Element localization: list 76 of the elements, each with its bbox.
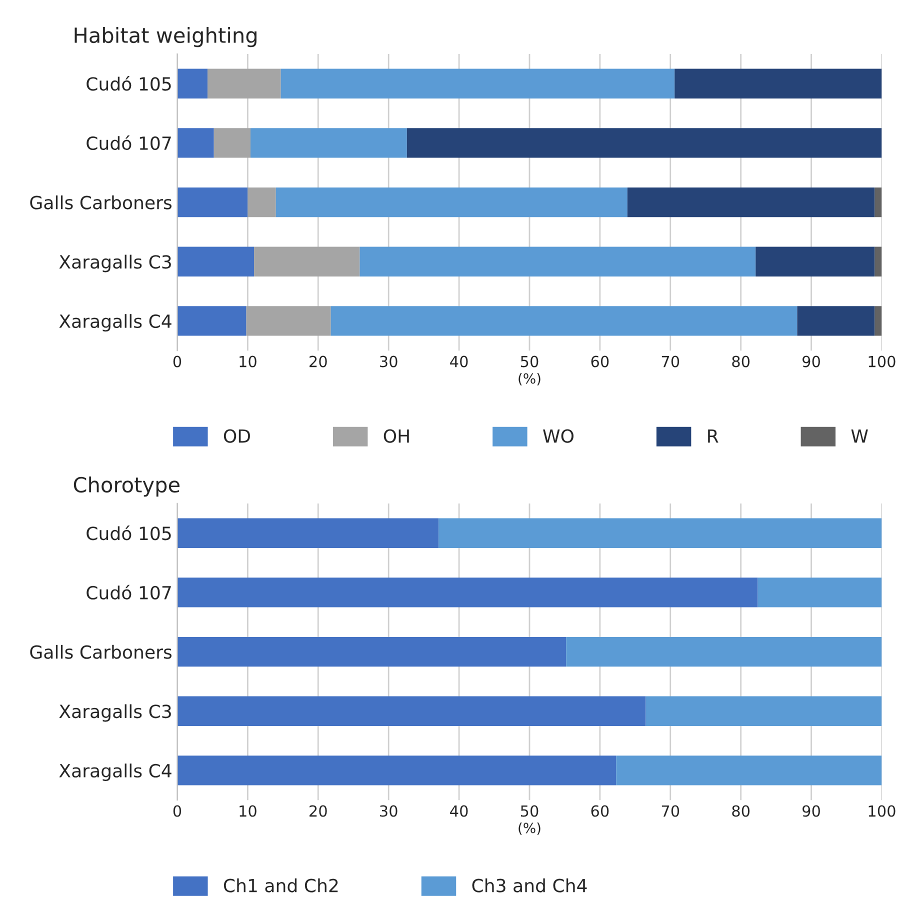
bar (177, 636, 566, 667)
chart-title: Habitat weighting (74, 26, 256, 48)
x-tick-label: 100 (868, 356, 896, 368)
x-tick-label: 70 (662, 805, 680, 817)
y-tick-label: Xaragalls C3 (59, 704, 171, 722)
y-tick-label: Xaragalls C3 (59, 254, 171, 272)
bar (246, 306, 331, 336)
x-tick-label: 90 (802, 356, 820, 368)
chart-title: Chorotype (74, 476, 180, 497)
bar (627, 187, 875, 218)
x-tick-label: 20 (310, 805, 327, 817)
bar (177, 578, 758, 608)
bar (874, 187, 882, 218)
bar (874, 246, 882, 276)
bar (177, 306, 246, 336)
bar (177, 246, 254, 276)
bar (177, 187, 248, 218)
x-tick-label: 20 (310, 356, 327, 368)
legend-label: OD (224, 429, 250, 443)
legend-label: WO (543, 429, 574, 443)
x-tick-label: 100 (868, 805, 896, 817)
x-tick-label: 10 (240, 356, 256, 368)
bar (646, 696, 882, 726)
x-tick-label: 80 (732, 805, 750, 817)
bar (177, 696, 646, 726)
bar (758, 578, 882, 608)
x-tick-label: 50 (520, 356, 538, 368)
x-tick-label: 90 (802, 805, 820, 817)
bar (250, 128, 407, 158)
x-tick-label: 0 (173, 805, 182, 817)
y-tick-label: Cudó 107 (86, 135, 171, 150)
bar (276, 187, 628, 218)
x-tick-label: 70 (662, 356, 680, 368)
bar (208, 68, 281, 98)
x-tick-label: 60 (591, 805, 609, 817)
x-tick-label: 0 (173, 356, 182, 368)
y-tick-label: Xaragalls C4 (59, 314, 172, 332)
x-tick-label: 60 (591, 356, 609, 368)
y-tick-label: Galls Carboners (30, 195, 172, 210)
legend-label: Ch1 and Ch2 (224, 878, 338, 892)
bar (406, 128, 882, 158)
y-tick-label: Galls Carboners (30, 644, 172, 659)
bar (797, 306, 875, 336)
x-tick-label: 30 (380, 805, 398, 817)
y-tick-label: Xaragalls C4 (59, 764, 172, 782)
bar (360, 246, 756, 276)
bar (566, 636, 882, 667)
bar (254, 246, 360, 276)
bar (177, 128, 214, 158)
legend-label: OH (384, 429, 409, 443)
bar (177, 68, 208, 98)
legend-label: R (708, 429, 718, 443)
legend-label: Ch3 and Ch4 (472, 878, 587, 892)
x-tick-label: 40 (450, 805, 468, 817)
x-tick-label: 80 (732, 356, 750, 368)
bar (248, 187, 276, 218)
x-tick-label: 10 (240, 805, 256, 817)
x-tick-label: 50 (520, 805, 538, 817)
bar (874, 306, 882, 336)
y-tick-label: Cudó 107 (86, 584, 171, 600)
bar (280, 68, 675, 98)
y-tick-label: Cudó 105 (86, 76, 171, 91)
bar (214, 128, 251, 158)
x-tick-label: 30 (380, 356, 398, 368)
bar (177, 756, 616, 786)
x-tick-label: 40 (450, 356, 468, 368)
bar (674, 68, 882, 98)
bar (756, 246, 875, 276)
bar (177, 518, 439, 548)
legend-label: W (851, 429, 868, 443)
y-tick-label: Cudó 105 (86, 526, 171, 540)
bar (330, 306, 798, 336)
bar (616, 756, 882, 786)
x-axis-title: (%) (518, 373, 540, 386)
bar (438, 518, 882, 548)
x-axis-title: (%) (518, 822, 540, 835)
